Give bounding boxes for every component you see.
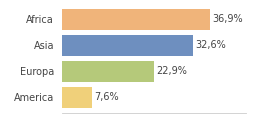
Text: 22,9%: 22,9% (156, 66, 187, 76)
Bar (62, 35, 193, 56)
Bar (62, 61, 154, 82)
Text: 32,6%: 32,6% (195, 40, 226, 50)
Bar (62, 9, 210, 30)
Text: 7,6%: 7,6% (95, 92, 119, 102)
Text: 36,9%: 36,9% (212, 14, 243, 24)
Bar (62, 87, 92, 108)
